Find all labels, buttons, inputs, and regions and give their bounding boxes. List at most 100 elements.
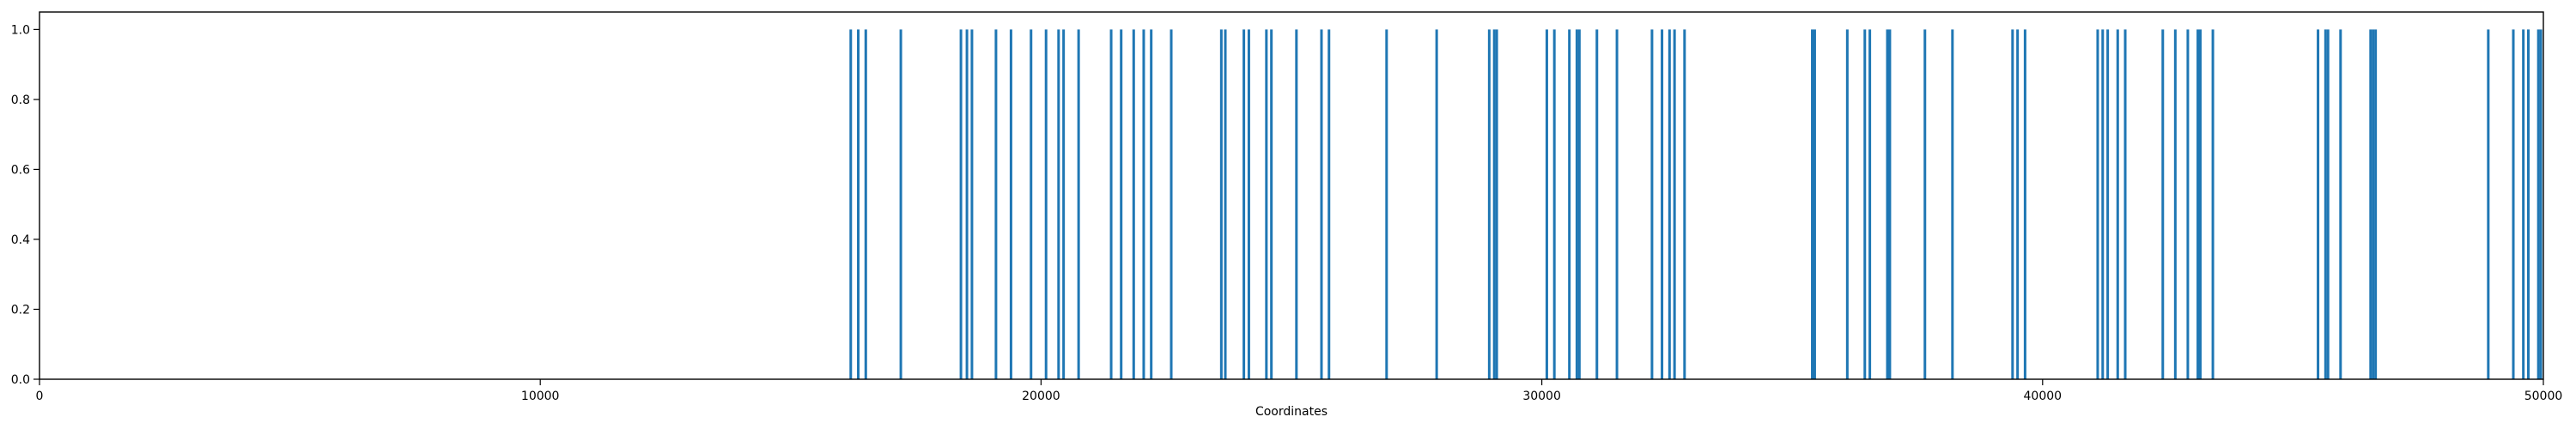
bar — [1295, 29, 1298, 379]
bar — [1320, 29, 1323, 379]
bar — [1683, 29, 1686, 379]
bar — [1845, 29, 1849, 379]
bar — [1951, 29, 1954, 379]
bar — [2123, 29, 2127, 379]
bar — [1923, 29, 1927, 379]
bar — [1242, 29, 1246, 379]
x-tick-label: 30000 — [1522, 390, 1561, 403]
bar — [2096, 29, 2099, 379]
bars-layer — [849, 29, 2543, 379]
bar — [2011, 29, 2014, 379]
x-axis-label: Coordinates — [1255, 405, 1327, 419]
bar — [1077, 29, 1080, 379]
bar — [2324, 29, 2327, 379]
bar — [1044, 29, 1048, 379]
bar — [2101, 29, 2105, 379]
bar — [1545, 29, 1548, 379]
bar — [2199, 29, 2202, 379]
bar — [1492, 29, 1496, 379]
bar — [857, 29, 860, 379]
bar — [2317, 29, 2320, 379]
bar — [1224, 29, 1227, 379]
x-axis: 0 10000 20000 30000 40000 50000 — [36, 379, 2563, 403]
bar — [1385, 29, 1388, 379]
bar — [1888, 29, 1892, 379]
bar — [2374, 29, 2378, 379]
y-tick-label: 1.0 — [11, 23, 30, 37]
bar — [2487, 29, 2490, 379]
bar — [2106, 29, 2110, 379]
bar — [2186, 29, 2190, 379]
bar — [2339, 29, 2342, 379]
bar — [2326, 29, 2330, 379]
bar — [1270, 29, 1273, 379]
bar — [994, 29, 998, 379]
bar — [2173, 29, 2177, 379]
bar — [1009, 29, 1012, 379]
bar — [2196, 29, 2200, 379]
bar — [1247, 29, 1250, 379]
bar — [899, 29, 902, 379]
bar — [2161, 29, 2165, 379]
bar — [1661, 29, 1664, 379]
bar — [1487, 29, 1491, 379]
bar — [959, 29, 963, 379]
x-tick-label: 10000 — [521, 390, 560, 403]
bar — [1595, 29, 1599, 379]
y-tick-label: 0.8 — [11, 94, 30, 107]
bar — [1170, 29, 1173, 379]
bar — [1219, 29, 1223, 379]
x-tick-label: 20000 — [1022, 390, 1060, 403]
bar — [849, 29, 853, 379]
bar — [2023, 29, 2026, 379]
bar — [1057, 29, 1060, 379]
y-tick-label: 0.2 — [11, 303, 30, 317]
bar — [1327, 29, 1331, 379]
plot-frame — [39, 11, 2544, 380]
bar — [1577, 29, 1581, 379]
bar — [970, 29, 974, 379]
bar — [1030, 29, 1033, 379]
bar — [1062, 29, 1066, 379]
x-tick-label: 40000 — [2024, 390, 2063, 403]
bar — [1575, 29, 1578, 379]
bar — [1615, 29, 1619, 379]
bar — [1813, 29, 1816, 379]
bar — [2369, 29, 2372, 379]
bar — [2512, 29, 2515, 379]
bar — [1811, 29, 1814, 379]
bar — [2537, 29, 2540, 379]
bar — [2211, 29, 2215, 379]
bar — [864, 29, 867, 379]
bar — [2527, 29, 2530, 379]
bar — [1265, 29, 1268, 379]
bar — [1495, 29, 1498, 379]
bar — [2372, 29, 2375, 379]
bar — [1109, 29, 1113, 379]
bar — [2539, 29, 2543, 379]
y-tick-label: 0.0 — [11, 373, 30, 387]
bar — [965, 29, 969, 379]
bar — [1435, 29, 1438, 379]
bar — [1863, 29, 1867, 379]
bar — [1120, 29, 1123, 379]
bar — [1668, 29, 1671, 379]
y-axis: 0.0 0.2 0.4 0.6 0.8 1.0 — [11, 23, 39, 387]
y-tick-label: 0.4 — [11, 233, 30, 247]
bar — [1552, 29, 1556, 379]
bar — [2016, 29, 2020, 379]
x-tick-label: 0 — [36, 390, 44, 403]
x-tick-label: 50000 — [2524, 390, 2563, 403]
bar — [1150, 29, 1153, 379]
bar — [1650, 29, 1654, 379]
bar — [1568, 29, 1571, 379]
bar — [1886, 29, 1889, 379]
bar — [1868, 29, 1872, 379]
bar — [2116, 29, 2119, 379]
bar — [1673, 29, 1676, 379]
bar — [1132, 29, 1135, 379]
bar — [2522, 29, 2525, 379]
bar — [1142, 29, 1145, 379]
